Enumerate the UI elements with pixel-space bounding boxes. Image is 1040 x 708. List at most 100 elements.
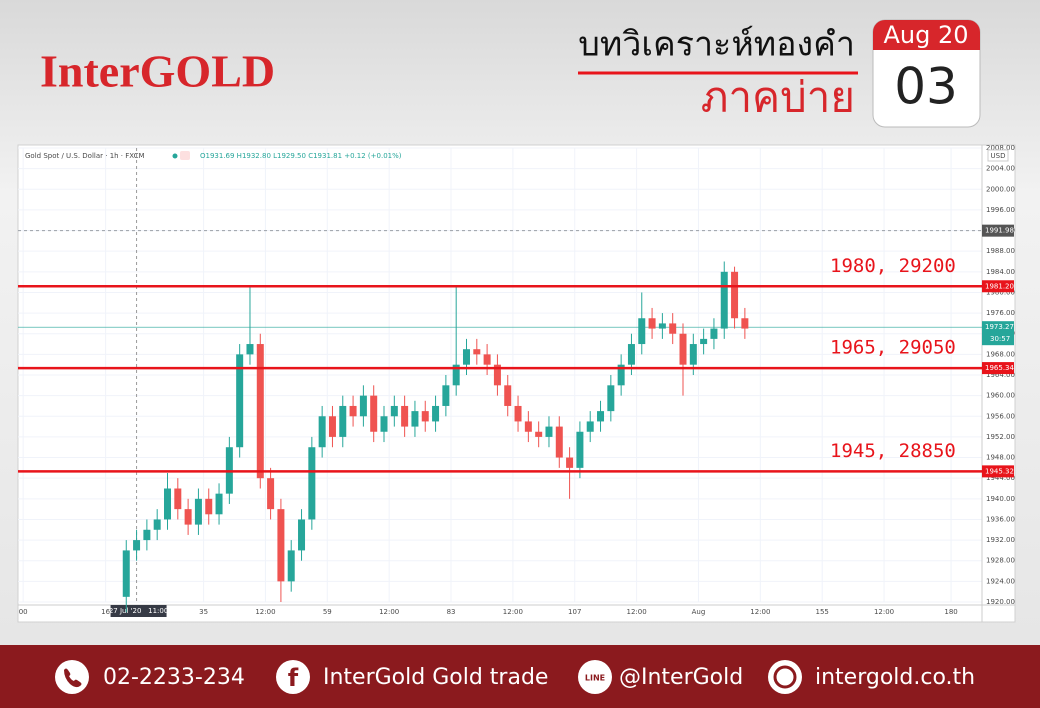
candle-body <box>318 416 326 448</box>
chart-panel <box>17 144 1016 623</box>
y-tick-label: 1976.00 <box>986 309 1015 317</box>
candle-body <box>328 416 336 437</box>
candle-body <box>174 488 182 510</box>
y-tick-label: 1948.00 <box>986 454 1015 462</box>
candle-body <box>442 385 450 406</box>
candle-body <box>205 498 213 515</box>
x-tick-label: Aug <box>692 608 706 616</box>
candle-body <box>153 519 161 530</box>
x-tick-label: 83 <box>447 608 456 616</box>
crosshair-label: 27 Jul '20 11:00 <box>109 607 168 615</box>
x-tick-label: 155 <box>816 608 829 616</box>
candle-body <box>267 478 275 510</box>
candle-body <box>689 344 697 365</box>
candle-body <box>370 395 378 432</box>
x-tick-label: 107 <box>568 608 581 616</box>
candle-body <box>607 385 615 412</box>
level-price: 1965.34 <box>985 364 1014 372</box>
status-icon <box>180 151 190 160</box>
high-line-label: 1991.98 <box>985 227 1014 235</box>
candle-body <box>576 431 584 468</box>
candle-body <box>339 405 347 437</box>
candle-body <box>700 338 708 345</box>
phone-glyph <box>64 668 82 688</box>
level-note: 1980, 29200 <box>830 255 956 277</box>
candle-body <box>184 509 192 525</box>
candle-body <box>720 271 728 329</box>
y-tick-label: 1964.00 <box>986 371 1015 379</box>
y-tick-label: 1944.00 <box>986 474 1015 482</box>
chart: 1920.00 1924.00 1928.00 1932.00 1936.00 1940.… <box>18 144 1015 622</box>
candle-body <box>586 421 594 432</box>
candle-body <box>359 395 367 417</box>
level-box <box>982 280 1014 293</box>
candle-body <box>514 405 522 422</box>
status-dot <box>172 153 178 159</box>
candle-body <box>483 354 491 365</box>
candle-body <box>390 405 398 417</box>
y-tick-label: 1952.00 <box>986 433 1015 441</box>
crosshair-box <box>110 605 167 617</box>
x-tick-label: 16 <box>101 608 110 616</box>
candle-body <box>349 405 357 417</box>
candle-body <box>710 328 718 339</box>
title: บทวิเคราะห์ทองคำ <box>578 25 855 65</box>
x-tick-label: 12:00 <box>503 608 523 616</box>
candle-body <box>741 318 749 329</box>
line-id: @InterGold <box>619 665 743 690</box>
candle-body <box>401 405 409 427</box>
x-tick-label: 00 <box>19 608 28 616</box>
countdown: 30:57 <box>990 335 1010 343</box>
candle-body <box>380 416 388 432</box>
candle-body <box>597 411 605 422</box>
website: intergold.co.th <box>815 665 975 690</box>
level-price: 1945.32 <box>985 467 1014 475</box>
subtitle: ภาคบ่าย <box>701 73 855 122</box>
x-tick-label: 12:00 <box>379 608 399 616</box>
globe-icon <box>768 660 802 694</box>
calendar-day: 03 <box>894 58 958 116</box>
x-tick-label: 59 <box>323 608 332 616</box>
last-price-label: 1973.27 <box>985 323 1014 331</box>
candle-body <box>143 529 151 541</box>
candle-body <box>679 333 687 365</box>
y-tick-label: 1980.00 <box>986 288 1015 296</box>
candle-body <box>133 540 141 551</box>
candle-body <box>504 385 512 406</box>
globe-glyph <box>773 665 797 689</box>
candle-body <box>194 498 202 525</box>
candle-body <box>669 323 677 334</box>
candle-body <box>411 411 419 427</box>
phone: 02-2233-234 <box>103 665 245 690</box>
facebook: InterGold Gold trade <box>323 665 548 690</box>
candle-body <box>163 488 171 520</box>
phone-icon <box>55 660 89 694</box>
x-tick-label: 12:00 <box>255 608 275 616</box>
y-tick-label: 2008.00 <box>986 144 1015 152</box>
level-price: 1981.20 <box>985 282 1014 290</box>
currency-box <box>987 149 1009 162</box>
ohlc-summary: O1931.69 H1932.80 L1929.50 C1931.81 +0.1… <box>200 152 402 160</box>
x-tick-label: 12:00 <box>627 608 647 616</box>
candle-body <box>658 323 666 329</box>
candle-body <box>215 493 223 515</box>
calendar-month: Aug 20 <box>883 21 968 49</box>
y-tick-label: 1988.00 <box>986 247 1015 255</box>
candle-body <box>566 457 574 468</box>
y-tick-label: 1920.00 <box>986 598 1015 606</box>
candle-body <box>524 421 532 432</box>
footer-band <box>0 645 1040 708</box>
last-price-box <box>982 321 1014 346</box>
candle-body <box>493 364 501 386</box>
candle-body <box>122 550 130 597</box>
currency: USD <box>991 152 1006 160</box>
candle-body <box>545 426 553 437</box>
facebook-icon <box>276 660 310 694</box>
candle-body <box>432 405 440 422</box>
y-tick-label: 1956.00 <box>986 412 1015 420</box>
y-tick-label: 1924.00 <box>986 577 1015 585</box>
candle-body <box>298 519 306 551</box>
level-box <box>982 362 1014 375</box>
candle-body <box>287 550 295 582</box>
